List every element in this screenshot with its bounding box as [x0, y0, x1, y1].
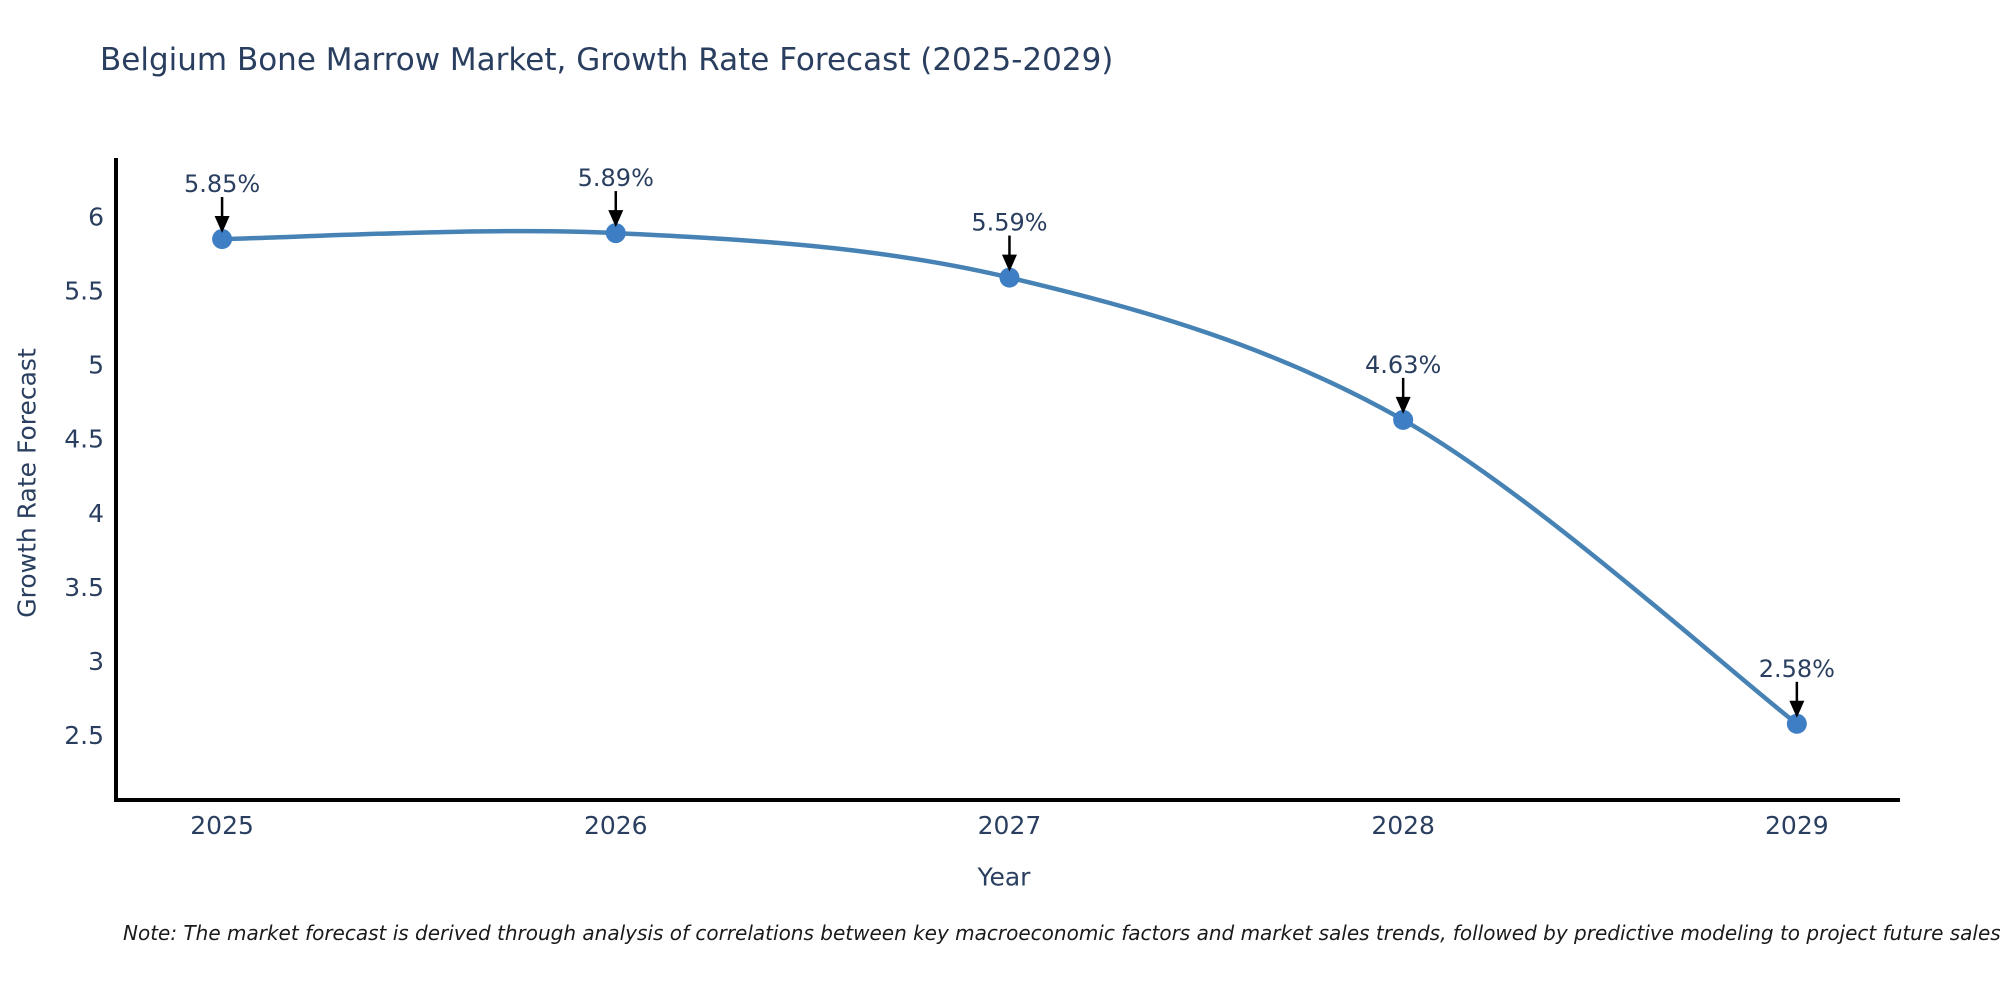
data-point-2025 [212, 229, 233, 250]
y-axis-tick-label: 2.5 [64, 721, 104, 750]
data-point-2026 [605, 223, 626, 244]
data-point-2029 [1786, 713, 1807, 734]
trend-line [222, 228, 1799, 726]
x-axis-tick-label: 2027 [978, 811, 1042, 840]
data-point-label: 5.59% [971, 209, 1047, 237]
annotation-arrowhead-icon [1789, 700, 1805, 718]
data-point-label: 5.85% [184, 170, 260, 198]
y-axis-tick-label: 5.5 [64, 276, 104, 305]
data-point-label: 5.89% [578, 164, 654, 192]
x-axis-tick-label: 2029 [1765, 811, 1829, 840]
y-axis-tick-label: 6 [88, 202, 104, 231]
data-point-2028 [1393, 409, 1414, 430]
y-axis-tick-label: 4.5 [64, 425, 104, 454]
y-axis-tick-label: 3 [88, 647, 104, 676]
data-point-2027 [999, 267, 1020, 288]
chart-title: Belgium Bone Marrow Market, Growth Rate … [100, 42, 1114, 78]
annotation-arrowhead-icon [214, 216, 230, 234]
x-axis-tick-label: 2028 [1371, 811, 1435, 840]
annotation-arrowhead-icon [1395, 396, 1411, 414]
x-axis-title: Year [977, 862, 1031, 892]
data-point-label: 2.58% [1759, 655, 1835, 683]
data-point-label: 4.63% [1365, 351, 1441, 379]
annotation-arrowhead-icon [608, 210, 624, 228]
x-axis-tick-label: 2026 [584, 811, 648, 840]
y-axis-title: Growth Rate Forecast [12, 348, 42, 618]
annotation-arrowhead-icon [1001, 254, 1017, 272]
footnote: Note: The market forecast is derived thr… [123, 921, 2000, 945]
y-axis-tick-label: 3.5 [64, 573, 104, 602]
y-axis-tick-label: 5 [88, 351, 104, 380]
y-axis-tick-label: 4 [88, 499, 104, 528]
x-axis-tick-label: 2025 [190, 811, 254, 840]
